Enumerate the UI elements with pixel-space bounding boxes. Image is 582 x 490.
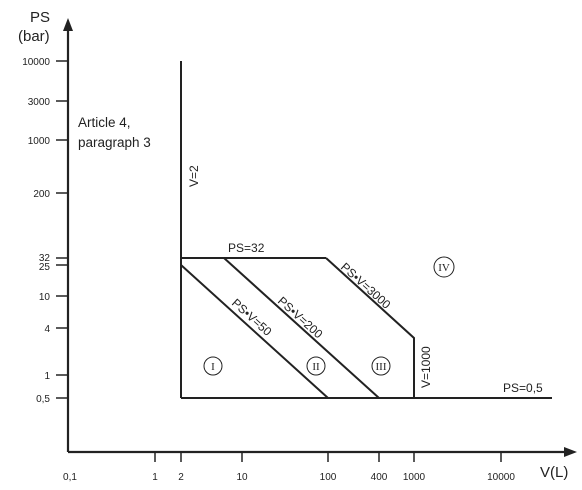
psv200-boundary-line: [223, 257, 380, 399]
category-iii-marker: III: [371, 356, 391, 376]
category-i-label: I: [211, 361, 215, 373]
y-axis-title-line-2: (bar): [18, 28, 50, 45]
category-iii-label: III: [376, 361, 387, 373]
x-tick-label: 1: [152, 472, 158, 483]
y-tick-label: 1: [44, 371, 50, 382]
x-axis-title: V(L): [540, 464, 568, 481]
article-note-line-2: paragraph 3: [78, 135, 151, 150]
psv50-label: PS•V=50: [229, 296, 275, 339]
category-iv-marker: IV: [433, 256, 455, 278]
v2-label: V=2: [187, 165, 201, 187]
y-axis-title-line-1: PS: [30, 9, 50, 26]
psv3000-v1000-boundary-line: [325, 257, 415, 398]
category-ii-label: II: [312, 361, 320, 373]
y-tick-label: 32: [39, 253, 51, 264]
y-tick-label: 4: [44, 324, 50, 335]
y-tick-label: 25: [39, 262, 51, 273]
y-tick-label: 1000: [28, 136, 51, 147]
category-i-marker: I: [203, 356, 223, 376]
y-axis-arrow: [63, 18, 73, 31]
x-tick-label: 400: [371, 472, 388, 483]
x-tick-label: 100: [320, 472, 337, 483]
category-iv-label: IV: [438, 262, 450, 274]
ps32-label: PS=32: [228, 241, 265, 255]
x-tick-label: 2: [178, 472, 184, 483]
article-note-line-1: Article 4,: [78, 115, 131, 130]
category-ii-marker: II: [306, 356, 326, 376]
v1000-label: V=1000: [419, 346, 433, 388]
y-tick-label: 10: [39, 292, 51, 303]
x-ticks: 0,1 1 2 10 100 400 1000 10000: [63, 452, 515, 483]
x-tick-label: 10000: [487, 472, 515, 483]
psv200-label: PS•V=200: [275, 294, 326, 342]
ps05-label: PS=0,5: [503, 381, 543, 395]
x-tick-label: 1000: [403, 472, 426, 483]
y-tick-label: 10000: [22, 57, 50, 68]
psv3000-label: PS•V=3000: [338, 260, 394, 312]
psv50-boundary-line: [180, 264, 329, 399]
y-tick-label: 3000: [28, 97, 51, 108]
y-ticks: 10000 3000 1000 200 32 25 10 4 1 0,5: [22, 57, 68, 405]
y-tick-label: 200: [33, 189, 50, 200]
x-axis-arrow: [564, 447, 577, 457]
y-tick-label: 0,5: [36, 394, 50, 405]
x-tick-label: 0,1: [63, 472, 77, 483]
x-tick-label: 10: [236, 472, 248, 483]
